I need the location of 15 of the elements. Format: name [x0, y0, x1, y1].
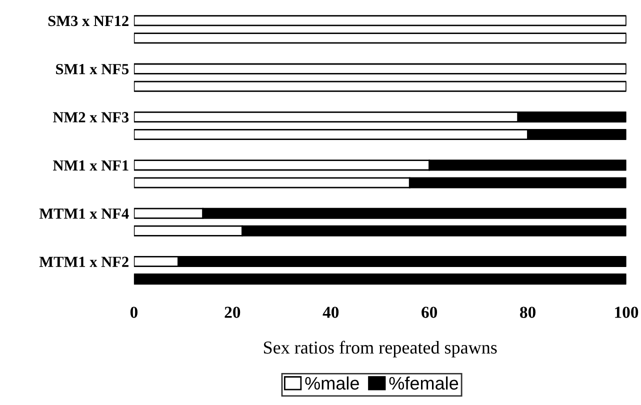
y-tick-label: NM1 x NF1 — [53, 160, 128, 170]
x-tick-label: 80 — [520, 306, 536, 318]
y-tick-label: NM2 x NF3 — [53, 112, 129, 122]
x-axis-title: Sex ratios from repeated spawns — [264, 340, 497, 358]
x-tick-label: 60 — [422, 306, 438, 318]
x-tick-label: 0 — [130, 306, 138, 318]
y-tick-label: SM1 x NF5 — [56, 64, 129, 74]
y-tick-label: MTM1 x NF4 — [39, 208, 129, 219]
x-tick-label: 20 — [224, 306, 240, 318]
x-tick-label: 40 — [322, 306, 339, 318]
legend-label: %male — [305, 376, 359, 390]
y-tick-label: MTM1 x NF2 — [39, 256, 128, 267]
y-tick-label: SM3 x NF12 — [48, 16, 128, 26]
x-tick-label: 100 — [615, 306, 638, 318]
legend-label: %female — [389, 376, 458, 390]
